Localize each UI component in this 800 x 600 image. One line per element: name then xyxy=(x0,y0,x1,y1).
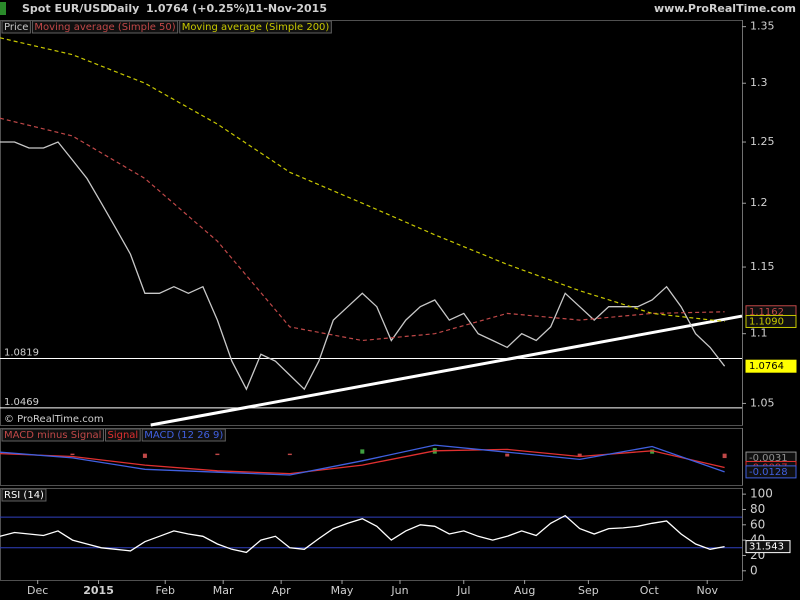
legend-box xyxy=(1,428,104,442)
series-line xyxy=(0,514,725,554)
histogram-bar xyxy=(215,453,220,456)
y-tick-label: 1.2 xyxy=(750,196,768,209)
legend-entry: Price xyxy=(4,22,28,33)
legend-entry: Moving average (Simple 50) xyxy=(34,22,175,33)
price-tag-label: 31.543 xyxy=(749,542,784,553)
histogram-bar xyxy=(650,449,655,454)
x-tick-label: May xyxy=(331,584,354,597)
y-tick-label: 1.15 xyxy=(750,260,775,273)
y-tick-label: 100 xyxy=(750,487,773,501)
site: www.ProRealTime.com xyxy=(654,2,796,15)
x-tick-label: Dec xyxy=(27,584,48,597)
last-price: 1.0764 (+0.25%) xyxy=(146,2,250,15)
price-tag-label: 1.1090 xyxy=(749,316,784,327)
y-tick-label: 1.35 xyxy=(750,20,775,33)
price-tag xyxy=(745,465,797,479)
histogram-bar xyxy=(70,453,75,456)
y-tick-label: 80 xyxy=(750,502,765,516)
legend-entry: RSI (14) xyxy=(4,490,44,501)
histogram-bar xyxy=(0,452,2,454)
legend-box xyxy=(179,20,332,34)
price-tag xyxy=(745,314,797,328)
x-tick-label: Jun xyxy=(390,584,408,597)
x-tick-label: Nov xyxy=(696,584,718,597)
y-tick-label: 0 xyxy=(750,563,758,577)
legend-entry: Signal xyxy=(107,430,138,441)
histogram-bar xyxy=(722,453,727,459)
x-tick-label: Oct xyxy=(640,584,660,597)
histogram-bar xyxy=(577,453,582,457)
series-line xyxy=(0,141,726,391)
series-line xyxy=(0,444,725,476)
y-tick-label: 1.05 xyxy=(750,396,775,409)
logo xyxy=(0,2,6,15)
histogram-bar xyxy=(142,453,147,458)
period: Daily xyxy=(108,2,139,15)
copyright: © ProRealTime.com xyxy=(4,414,104,425)
x-tick-label: Feb xyxy=(155,584,174,597)
histogram-bar xyxy=(505,453,510,457)
legend-entry: Moving average (Simple 200) xyxy=(182,22,330,33)
x-tick-label: Jul xyxy=(456,584,470,597)
legend-box xyxy=(141,428,226,442)
y-tick-label: 1.1 xyxy=(750,327,768,340)
legend-box xyxy=(1,488,47,502)
legend-box xyxy=(1,20,31,34)
x-tick-label: Mar xyxy=(213,584,234,597)
price-tag-label: 1.1162 xyxy=(749,307,784,318)
legend-box xyxy=(31,20,179,34)
legend-box xyxy=(104,428,141,442)
x-tick-label: Aug xyxy=(514,584,535,597)
price-tag xyxy=(745,540,791,554)
legend-entry: MACD (12 26 9) xyxy=(144,430,223,441)
price-tag-label: -0.0128 xyxy=(749,467,788,478)
y-tick-label: 1.25 xyxy=(750,135,775,148)
series-line xyxy=(0,37,725,323)
price-tag-label: 1.0764 xyxy=(749,361,784,372)
symbol: Spot EUR/USD xyxy=(22,2,109,15)
y-tick-label: 1.3 xyxy=(750,76,768,89)
price-tag-label: -0.0031 xyxy=(749,453,788,464)
x-tick-label: Apr xyxy=(272,584,292,597)
histogram-bar xyxy=(287,453,292,456)
legend-entry: MACD minus Signal xyxy=(4,430,101,441)
level-label: 1.0819 xyxy=(4,348,39,359)
x-tick-label: 2015 xyxy=(83,584,114,597)
y-tick-label: 60 xyxy=(750,517,765,531)
x-tick-label: Sep xyxy=(578,584,599,597)
date: 11-Nov-2015 xyxy=(248,2,327,15)
level-label: 1.0469 xyxy=(4,397,39,408)
histogram-bar xyxy=(360,449,365,454)
trendline xyxy=(150,314,743,427)
price-tag xyxy=(745,359,797,373)
